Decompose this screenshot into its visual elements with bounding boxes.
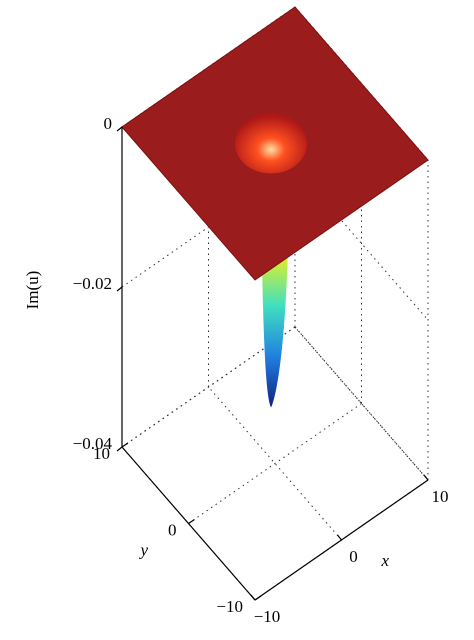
z-tick-label: 0 [104, 114, 113, 133]
z-tick [116, 126, 123, 132]
y-tick [121, 442, 129, 448]
z-tick [116, 446, 123, 452]
y-tick-label: −10 [216, 597, 243, 616]
y-tick [188, 519, 195, 524]
grid-line [121, 326, 296, 448]
x-tick-label: 0 [349, 547, 358, 566]
z-axis-label: Im(u) [23, 271, 42, 310]
x-tick [423, 474, 429, 481]
y-tick-label: 10 [93, 444, 110, 463]
x-axis-label: x [381, 551, 390, 570]
z-tick-label: −0.02 [73, 274, 112, 293]
grid-line [208, 386, 342, 541]
grid-line [188, 403, 362, 524]
z-tick [116, 286, 123, 292]
y-axis-label: y [139, 540, 149, 559]
x-tick-label: 10 [432, 487, 449, 506]
surface-well [235, 113, 307, 174]
x-tick [337, 534, 342, 541]
grid-line [294, 326, 429, 481]
grid-line [294, 326, 429, 481]
x-tick [250, 594, 256, 601]
x-tick-label: −10 [254, 607, 281, 626]
y-tick [254, 595, 262, 601]
z-tick-label: −0.04 [73, 434, 113, 453]
y-tick-label: 0 [168, 520, 177, 539]
